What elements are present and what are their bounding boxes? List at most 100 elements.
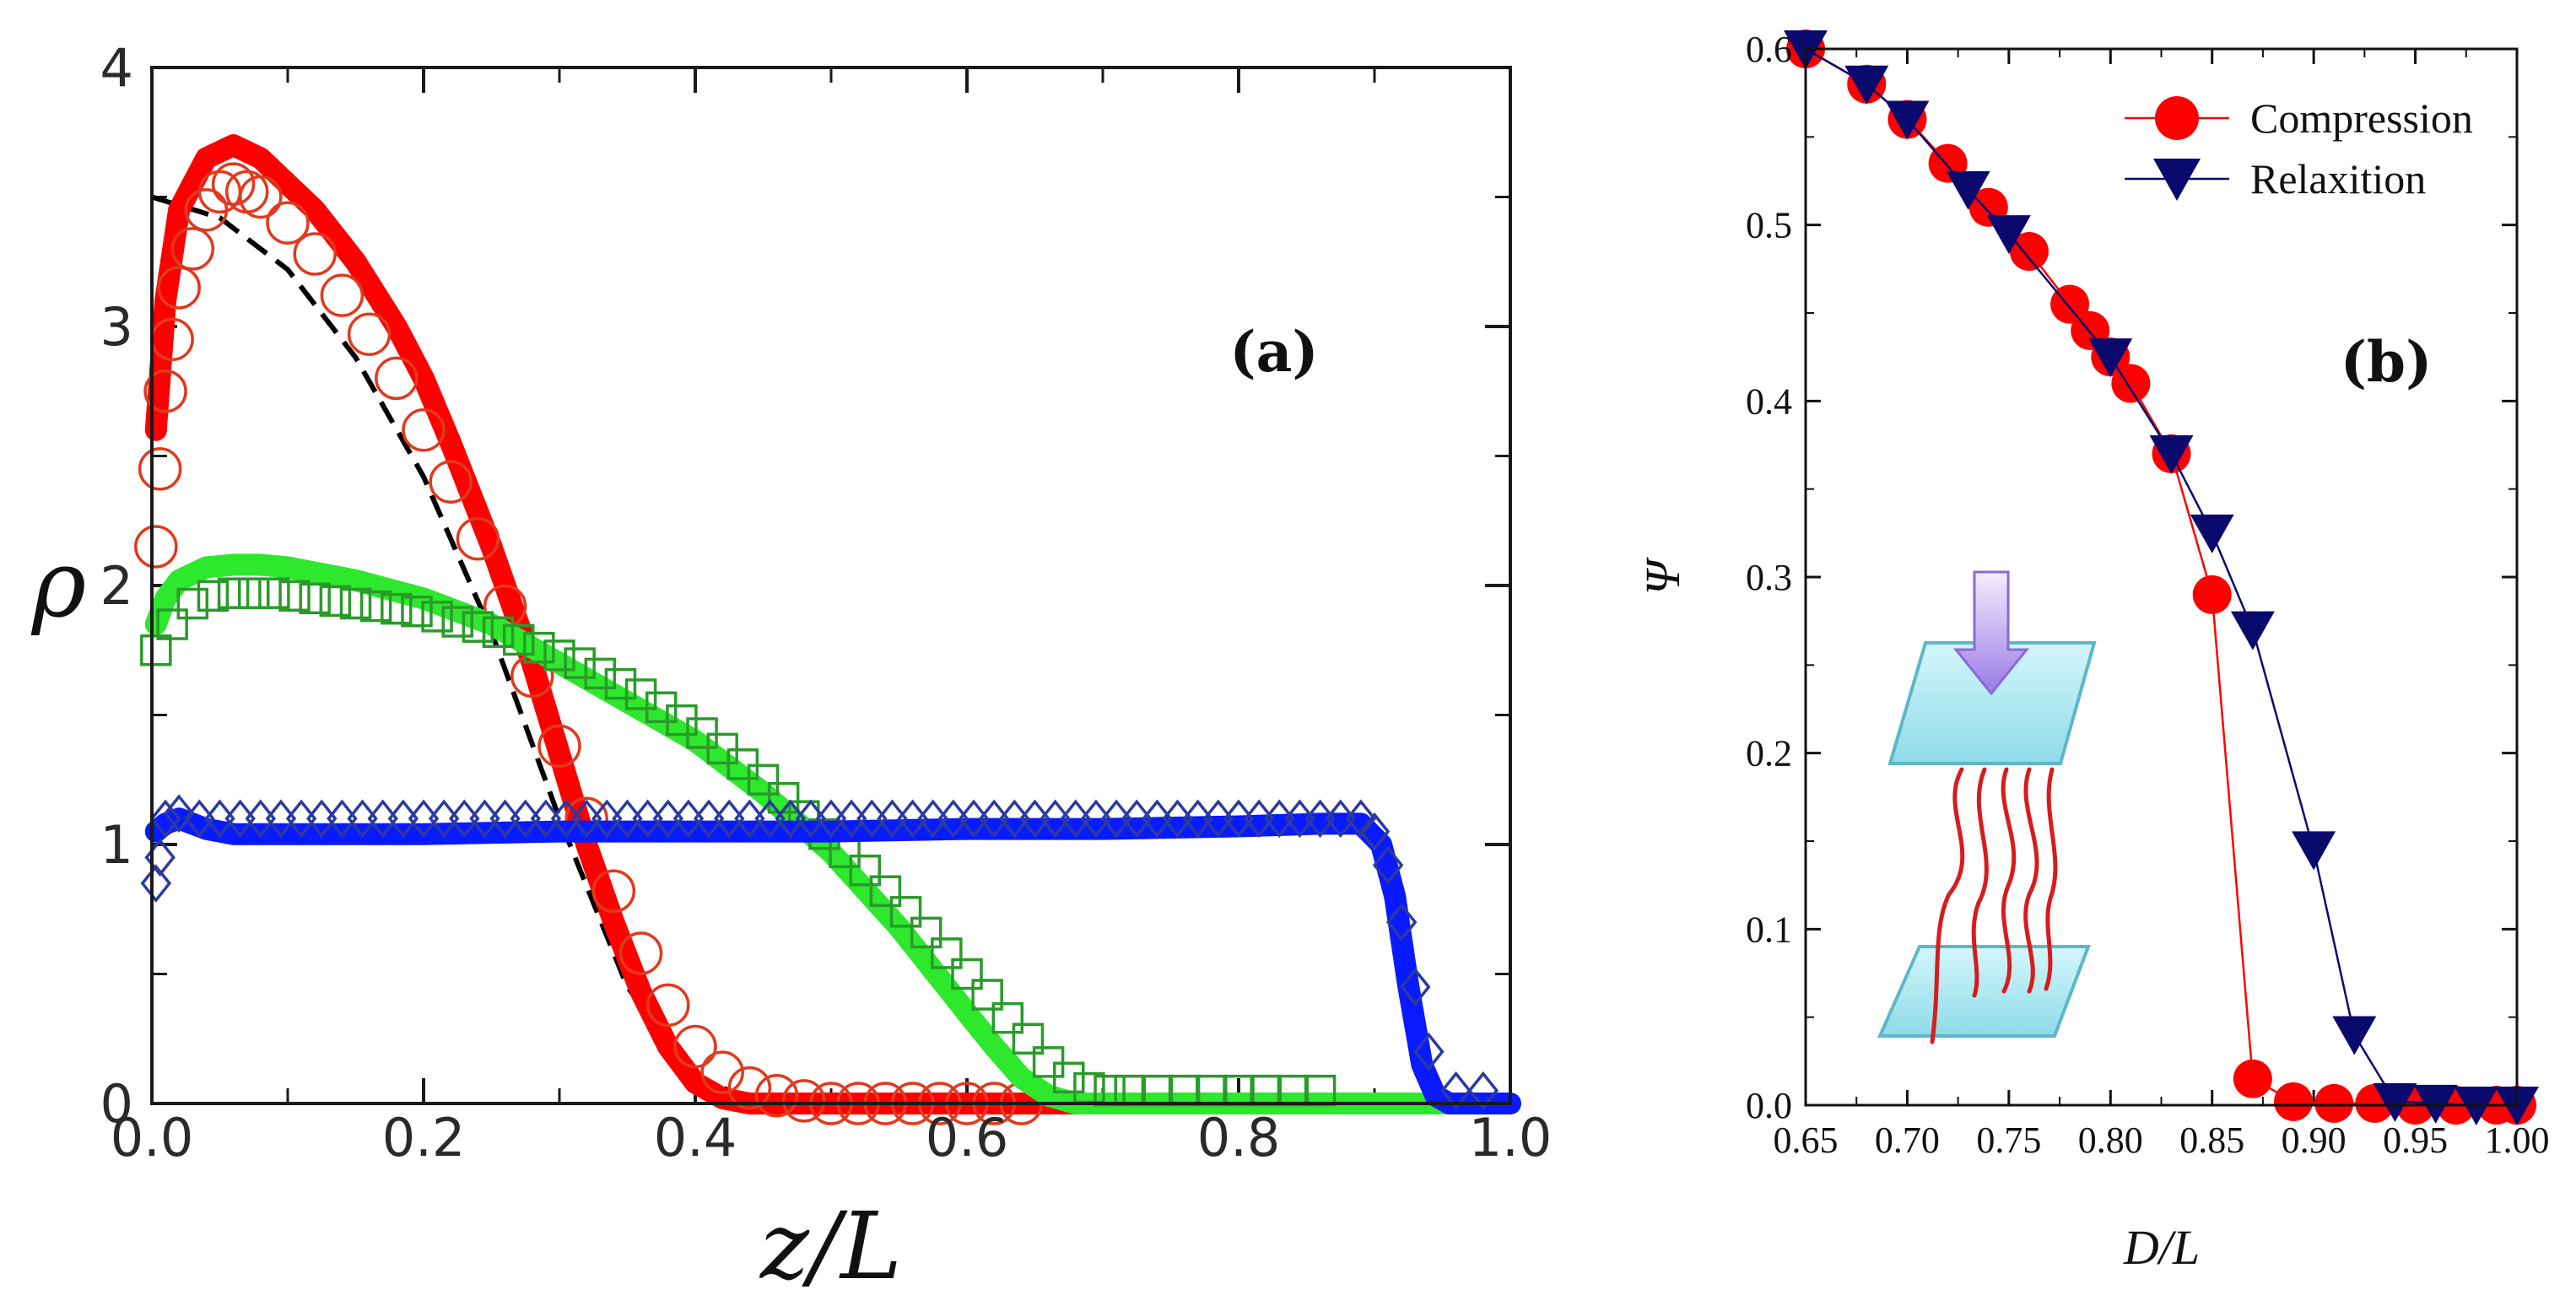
data-point <box>591 799 623 839</box>
data-point <box>359 590 392 623</box>
data-point <box>2230 611 2275 650</box>
top-plate <box>1887 641 2097 765</box>
data-point <box>149 799 181 839</box>
legend-entry-relaxition: Relaxition <box>2125 155 2426 202</box>
data-point <box>1385 903 1418 942</box>
confinement-schematic <box>1877 570 2097 1044</box>
data-point <box>2009 231 2049 271</box>
panel-b-legend: Compression Relaxition <box>2125 94 2473 202</box>
data-point <box>381 592 413 625</box>
y-tick-label: 0.4 <box>1746 380 1792 422</box>
y-tick-label: 0.0 <box>1746 1085 1792 1126</box>
data-point <box>2373 1082 2417 1122</box>
data-point <box>917 799 948 839</box>
data-point <box>1440 1071 1472 1110</box>
y-tick-label: 3 <box>100 296 133 358</box>
x-tick-label: 0.4 <box>654 1107 737 1168</box>
panel-b-xlabel: D/L <box>2123 1220 2200 1275</box>
data-point <box>2088 338 2133 378</box>
data-point <box>184 799 215 839</box>
data-point <box>2190 514 2234 553</box>
panel-b-label: (b) <box>2341 329 2433 395</box>
x-tick-label: 0.95 <box>2383 1120 2448 1161</box>
data-point <box>134 525 178 569</box>
data-point <box>421 601 453 633</box>
data-point <box>971 979 1003 1011</box>
data-point <box>652 799 684 839</box>
data-point <box>782 1079 826 1123</box>
x-tick-label: 0.70 <box>1875 1120 1940 1161</box>
data-point <box>1358 812 1391 851</box>
data-point <box>140 864 172 903</box>
panel-a-label: (a) <box>1229 319 1318 385</box>
data-point <box>428 799 460 839</box>
data-point <box>530 799 562 839</box>
data-point <box>591 869 636 914</box>
data-point <box>612 799 643 839</box>
y-tick-label: 0.5 <box>1746 205 1792 246</box>
data-point <box>2314 1083 2354 1123</box>
compression-arrow-icon <box>1952 570 2030 696</box>
data-point <box>306 799 338 839</box>
data-point <box>429 460 473 504</box>
data-point <box>163 794 195 833</box>
polymer-chains <box>1930 767 2058 1044</box>
data-point <box>2192 575 2232 614</box>
data-point <box>258 577 290 609</box>
data-point <box>347 312 392 356</box>
series-green-squares <box>140 577 1337 1107</box>
data-point <box>1986 215 2031 255</box>
data-point <box>197 580 230 612</box>
data-point <box>489 799 521 839</box>
data-point <box>1400 968 1431 1006</box>
data-point <box>618 931 663 975</box>
data-point <box>402 408 446 452</box>
data-point <box>1243 799 1275 839</box>
data-point <box>285 799 317 839</box>
data-point <box>441 606 473 638</box>
data-point <box>347 799 378 839</box>
data-point <box>570 799 602 839</box>
data-point <box>991 1001 1024 1034</box>
data-point <box>754 799 786 839</box>
data-point <box>978 799 1010 839</box>
data-point <box>1182 799 1213 839</box>
data-point <box>2332 1016 2377 1055</box>
data-point <box>502 623 535 656</box>
x-tick-label: 0.2 <box>382 1107 466 1168</box>
data-point <box>2292 831 2336 871</box>
data-point <box>1345 799 1377 839</box>
data-point <box>469 799 500 839</box>
legend-label-relaxition: Relaxition <box>2250 155 2426 202</box>
data-point <box>584 657 617 690</box>
data-point <box>217 577 250 609</box>
panel-b-plot-frame <box>1804 47 2519 1107</box>
data-point <box>877 799 908 839</box>
x-tick-label: 0.85 <box>2179 1120 2244 1161</box>
data-point <box>327 799 358 839</box>
data-point <box>1304 799 1336 839</box>
x-tick-label: 1.0 <box>1469 1107 1553 1168</box>
panel-a-series <box>134 134 1521 1125</box>
data-point <box>1885 100 1930 140</box>
data-point <box>734 799 765 839</box>
data-point <box>1060 799 1092 839</box>
data-point <box>889 896 922 928</box>
data-point <box>170 227 215 271</box>
data-point <box>367 799 398 839</box>
data-point <box>1040 799 1071 839</box>
panel-a-plot-frame <box>150 66 1512 1105</box>
data-point <box>2111 364 2151 403</box>
data-point <box>319 585 352 618</box>
data-point <box>951 958 983 990</box>
x-tick-label: 0.0 <box>111 1107 194 1168</box>
x-tick-label: 0.75 <box>1976 1120 2041 1161</box>
data-point <box>1121 799 1153 839</box>
data-point <box>1019 799 1050 839</box>
data-point <box>910 916 942 949</box>
data-point <box>937 799 969 839</box>
panel-b-tick-labels: 0.65 0.70 0.75 0.80 0.85 0.90 0.95 1.00 0.0 0.1 0.… <box>1746 29 2550 1161</box>
data-point <box>1012 1023 1045 1055</box>
data-point <box>456 516 500 561</box>
data-point <box>482 616 515 649</box>
